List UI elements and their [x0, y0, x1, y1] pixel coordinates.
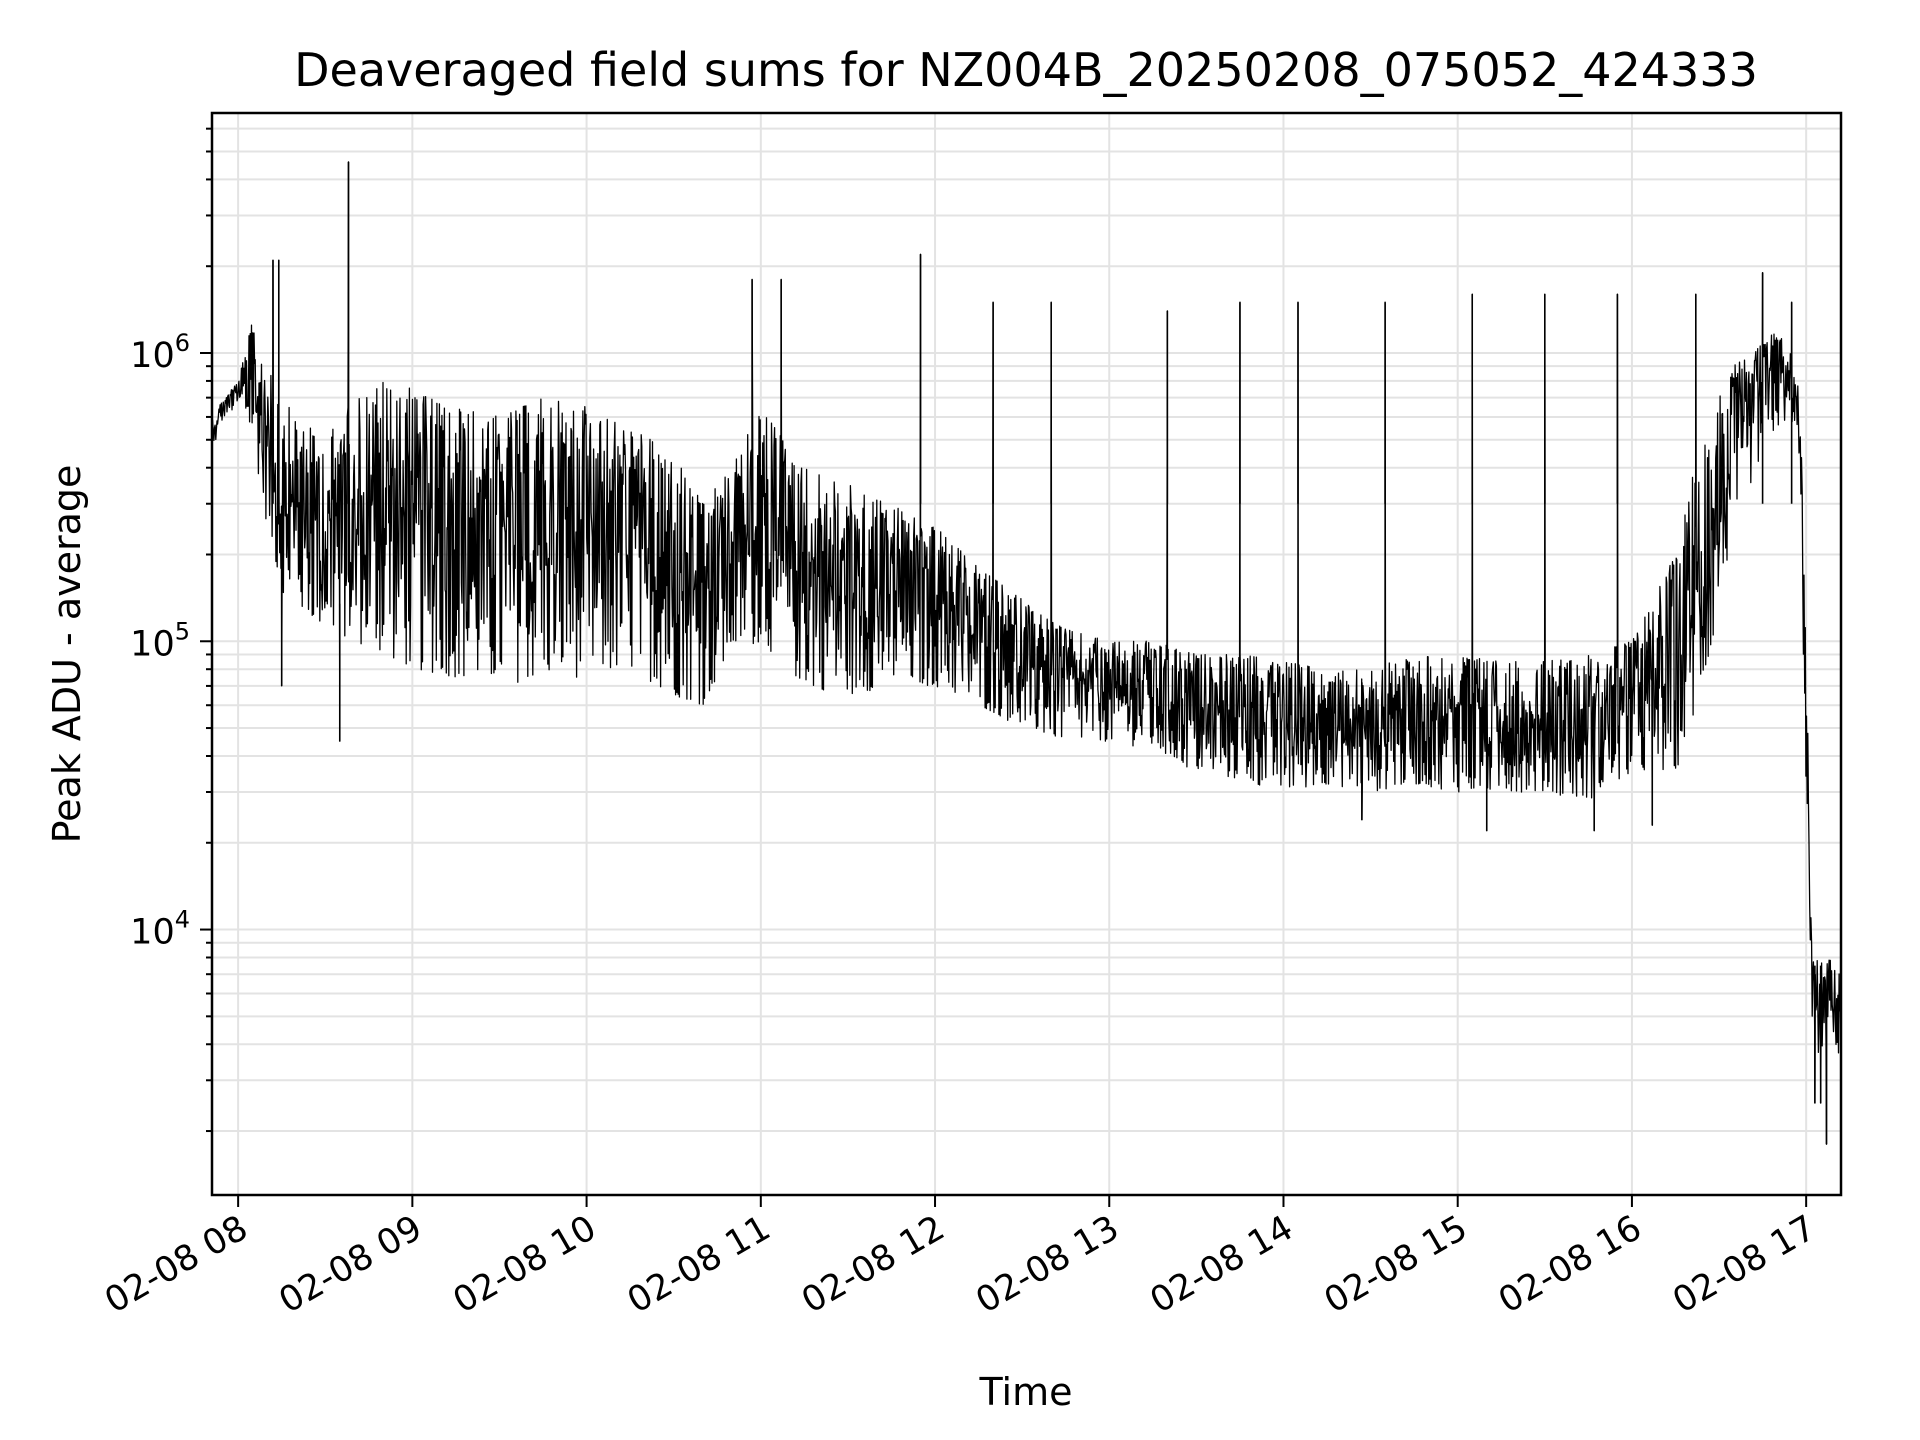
x-axis-label: Time — [979, 1370, 1073, 1414]
y-tick-label: 105 — [130, 617, 190, 664]
y-tick-label: 104 — [130, 906, 190, 953]
y-axis-ticks: 104 105 106 — [130, 127, 212, 1133]
x-tick-label: 02-08 17 — [1666, 1208, 1822, 1321]
series-layer — [211, 161, 1842, 1145]
y-axis-label: Peak ADU - average — [45, 465, 89, 844]
x-tick-label: 02-08 13 — [969, 1208, 1125, 1321]
x-tick-label: 02-08 15 — [1318, 1208, 1474, 1321]
x-axis-ticks: 02-08 08 02-08 09 02-08 10 02-08 11 02-08 12… — [98, 1195, 1823, 1321]
x-tick-label: 02-08 10 — [447, 1208, 603, 1321]
x-tick-label: 02-08 16 — [1492, 1208, 1648, 1321]
x-tick-label: 02-08 08 — [98, 1208, 254, 1321]
x-tick-label: 02-08 09 — [273, 1208, 429, 1321]
x-tick-label: 02-08 14 — [1144, 1208, 1300, 1321]
chart-title: Deaveraged field sums for NZ004B_2025020… — [294, 43, 1758, 97]
x-tick-label: 02-08 11 — [621, 1208, 777, 1321]
x-tick-label: 02-08 12 — [795, 1208, 951, 1321]
series-line — [211, 161, 1842, 1145]
y-tick-label: 106 — [130, 329, 190, 376]
